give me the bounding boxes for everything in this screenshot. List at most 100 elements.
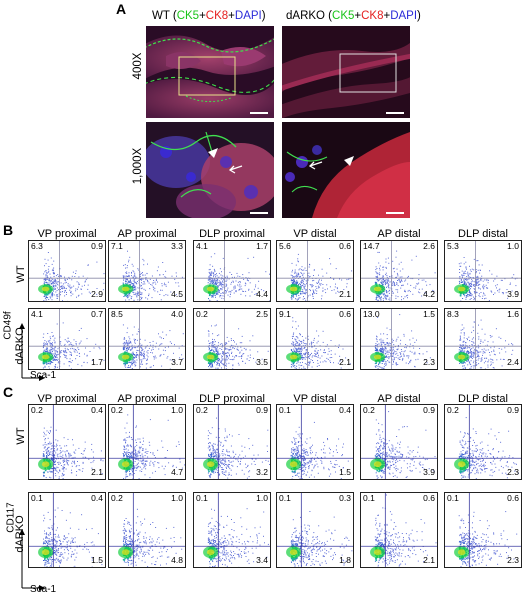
darko-title-prefix: dARKO ( (286, 10, 333, 22)
scatter-density (277, 405, 353, 479)
quadrant-value-lr: 1.5 (91, 555, 103, 565)
quadrant-value-lr: 2.4 (507, 357, 519, 367)
quadrant-value-lr: 2.1 (91, 467, 103, 477)
scatter-density (277, 241, 353, 301)
plus-sign: + (199, 10, 206, 22)
wt-title-prefix: WT ( (152, 10, 177, 22)
quadrant-value-ul: 8.5 (111, 309, 123, 319)
panelC-facs-plot: 0.2 0.9 3.2 (193, 404, 271, 480)
quadrant-value-ul: 0.2 (111, 493, 123, 503)
panelB-column-title: AP proximal (117, 228, 177, 240)
scatter-density (361, 241, 437, 301)
quadrant-value-lr: 1.7 (91, 357, 103, 367)
scatter-density (29, 493, 105, 567)
quadrant-value-ul: 0.1 (31, 493, 43, 503)
dapi-label: DAPI (234, 10, 262, 22)
quadrant-value-lr: 2.1 (423, 555, 435, 565)
panelB-column-title: AP distal (377, 228, 421, 240)
quadrant-value-ul: 0.2 (363, 405, 375, 415)
panelC-facs-plot: 0.1 0.4 1.5 (28, 492, 106, 568)
panelC-facs-plot: 0.1 0.4 1.5 (276, 404, 354, 480)
scatter-density (194, 241, 270, 301)
panelB-facs-plot: 6.3 0.9 2.9 (28, 240, 106, 302)
quadrant-value-ur: 2.5 (256, 309, 268, 319)
quadrant-value-lr: 3.7 (171, 357, 183, 367)
panel-b-row-wt: WT (15, 265, 27, 283)
quadrant-value-ul: 0.1 (363, 493, 375, 503)
quadrant-value-lr: 2.3 (507, 555, 519, 565)
title-close: ) (261, 10, 266, 22)
quadrant-value-lr: 3.4 (256, 555, 268, 565)
panelC-facs-plot: 0.2 0.9 3.9 (360, 404, 438, 480)
quadrant-value-lr: 2.3 (507, 467, 519, 477)
panelC-column-title: AP distal (377, 393, 421, 405)
wt-400x-micrograph (146, 26, 274, 118)
quadrant-value-lr: 3.5 (256, 357, 268, 367)
quadrant-value-ur: 0.6 (423, 493, 435, 503)
panelB-column-title: DLP distal (458, 228, 508, 240)
quadrant-value-lr: 4.7 (171, 467, 183, 477)
quadrant-value-ur: 1.0 (171, 493, 183, 503)
panelC-facs-plot: 0.1 0.3 1.8 (276, 492, 354, 568)
title-close: ) (417, 10, 421, 22)
quadrant-value-ur: 0.3 (339, 493, 351, 503)
scatter-density (361, 405, 437, 479)
panelC-facs-plot: 0.2 1.0 4.7 (108, 404, 186, 480)
scatter-density (109, 493, 185, 567)
panelB-facs-plot: 8.3 1.6 2.4 (444, 308, 522, 370)
scatter-density (194, 493, 270, 567)
quadrant-value-ul: 0.2 (196, 309, 208, 319)
panelB-column-title: VP proximal (37, 228, 97, 240)
wt-stain-title: WT (CK5+CK8+DAPI) (152, 10, 266, 22)
quadrant-value-lr: 2.9 (91, 289, 103, 299)
scatter-density (29, 241, 105, 301)
quadrant-value-ur: 3.3 (171, 241, 183, 251)
scatter-density (277, 493, 353, 567)
quadrant-value-lr: 4.2 (423, 289, 435, 299)
quadrant-value-lr: 3.9 (423, 467, 435, 477)
panelC-facs-plot: 0.2 1.0 4.8 (108, 492, 186, 568)
quadrant-value-ul: 6.3 (31, 241, 43, 251)
panelC-facs-plot: 0.1 0.6 2.3 (444, 492, 522, 568)
quadrant-value-lr: 1.5 (339, 467, 351, 477)
quadrant-value-ul: 0.2 (447, 405, 459, 415)
panelB-facs-plot: 0.2 2.5 3.5 (193, 308, 271, 370)
quadrant-value-lr: 3.2 (256, 467, 268, 477)
scatter-density (445, 405, 521, 479)
scatter-density (445, 241, 521, 301)
quadrant-value-ul: 7.1 (111, 241, 123, 251)
quadrant-value-ur: 0.6 (507, 493, 519, 503)
quadrant-value-ur: 1.7 (256, 241, 268, 251)
quadrant-value-ul: 0.2 (111, 405, 123, 415)
quadrant-value-ul: 14.7 (363, 241, 380, 251)
quadrant-value-ur: 0.9 (91, 241, 103, 251)
quadrant-value-lr: 4.4 (256, 289, 268, 299)
panelB-facs-plot: 14.7 2.6 4.2 (360, 240, 438, 302)
ck8-label: CK8 (205, 10, 229, 22)
quadrant-value-ur: 0.4 (91, 405, 103, 415)
quadrant-value-ur: 0.9 (507, 405, 519, 415)
quadrant-value-ur: 1.5 (423, 309, 435, 319)
panelB-facs-plot: 9.1 0.6 2.1 (276, 308, 354, 370)
panelC-column-title: DLP proximal (199, 393, 265, 405)
quadrant-value-ul: 13.0 (363, 309, 380, 319)
panelB-facs-plot: 8.5 4.0 3.7 (108, 308, 186, 370)
panelC-facs-plot: 0.1 0.6 2.1 (360, 492, 438, 568)
quadrant-value-ur: 1.6 (507, 309, 519, 319)
panelC-facs-plot: 0.2 0.9 2.3 (444, 404, 522, 480)
ck5-label: CK5 (332, 10, 355, 22)
quadrant-value-ul: 4.1 (196, 241, 208, 251)
quadrant-value-lr: 2.3 (423, 357, 435, 367)
darko-1000x-micrograph (282, 122, 410, 218)
quadrant-value-ur: 0.9 (256, 405, 268, 415)
quadrant-value-ul: 5.6 (279, 241, 291, 251)
panelC-column-title: VP distal (293, 393, 337, 405)
panelB-facs-plot: 5.6 0.6 2.1 (276, 240, 354, 302)
dapi-label: DAPI (390, 10, 418, 22)
scatter-density (277, 309, 353, 369)
quadrant-value-ur: 0.6 (339, 241, 351, 251)
panel-b-label: B (3, 222, 14, 238)
ck5-label: CK5 (176, 10, 200, 22)
quadrant-value-ur: 0.7 (91, 309, 103, 319)
quadrant-value-lr: 1.8 (339, 555, 351, 565)
